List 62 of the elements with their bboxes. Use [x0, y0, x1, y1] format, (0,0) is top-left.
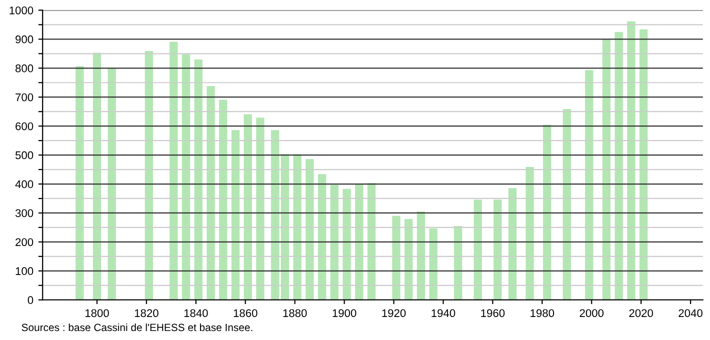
bar: [244, 114, 252, 300]
x-tick-label: 1900: [332, 309, 356, 318]
bar: [367, 183, 376, 300]
y-tick-label: 300: [15, 209, 34, 218]
x-tick-label: 1880: [283, 309, 307, 318]
bar: [602, 39, 611, 300]
y-tick-label: 900: [16, 35, 34, 44]
bar: [508, 188, 517, 300]
x-tick-label: 1920: [382, 309, 406, 318]
bar: [330, 184, 338, 300]
y-tick-label: 200: [16, 238, 34, 246]
y-tick-label: 100: [16, 267, 34, 276]
bar: [194, 59, 202, 300]
bar: [454, 226, 462, 300]
x-tick-label: 1840: [184, 309, 208, 318]
x-tick-label: 2020: [629, 309, 653, 318]
bar: [585, 70, 594, 300]
bar: [494, 200, 502, 300]
bar: [639, 29, 648, 300]
x-tick-label: 1820: [134, 309, 158, 318]
x-tick-label: 1800: [85, 309, 109, 318]
x-tick-label: 2000: [580, 309, 604, 318]
bar: [614, 32, 623, 300]
y-tick-label: 500: [15, 151, 34, 160]
y-tick-label: 0: [28, 296, 34, 304]
x-tick-label: 1860: [234, 309, 258, 318]
bar: [474, 200, 482, 300]
bar: [342, 188, 351, 300]
bar: [526, 166, 534, 300]
x-tick-label: 1960: [481, 309, 505, 318]
bar: [182, 54, 190, 300]
bar: [144, 51, 154, 300]
y-tick-label: 400: [15, 180, 34, 188]
bar: [76, 66, 84, 300]
y-tick-label: 700: [16, 93, 34, 102]
bar: [416, 212, 426, 300]
source-note: Sources : base Cassini de l'EHESS et base Insee.: [22, 323, 252, 332]
bar: [318, 174, 326, 300]
bar: [543, 124, 552, 300]
bar: [562, 108, 571, 300]
bar: [108, 68, 116, 300]
x-tick-label: 2040: [678, 309, 702, 318]
bar: [170, 42, 178, 300]
y-tick-label: 800: [16, 64, 34, 72]
x-tick-label: 1980: [530, 309, 554, 318]
bar: [256, 118, 264, 300]
bar: [231, 130, 240, 300]
y-tick-label: 1000: [10, 6, 34, 14]
bar: [92, 52, 102, 300]
bar: [392, 216, 400, 300]
bar: [219, 100, 228, 300]
bar: [270, 130, 280, 300]
bar: [404, 219, 413, 300]
x-tick-label: 1940: [432, 309, 456, 318]
bar: [280, 154, 290, 300]
bar: [627, 21, 636, 300]
bar: [306, 159, 314, 300]
bar: [206, 86, 215, 300]
bar: [355, 184, 364, 300]
bar: [429, 228, 438, 300]
bar: [293, 154, 302, 300]
y-tick-label: 600: [16, 122, 34, 130]
